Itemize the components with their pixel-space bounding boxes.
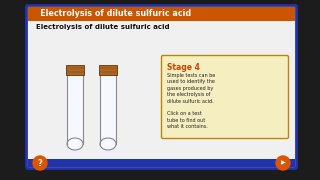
Bar <box>100 75 116 144</box>
Text: ▶: ▶ <box>281 161 285 165</box>
Bar <box>67 75 83 144</box>
Bar <box>295 0 320 180</box>
FancyBboxPatch shape <box>162 55 289 138</box>
FancyBboxPatch shape <box>27 6 297 168</box>
Bar <box>0 167 320 180</box>
Text: Stage 4: Stage 4 <box>167 63 200 72</box>
Text: Electrolysis of dilute sulfuric acid: Electrolysis of dilute sulfuric acid <box>36 24 170 30</box>
Bar <box>99 65 117 75</box>
Bar <box>28 159 295 167</box>
Ellipse shape <box>67 138 83 150</box>
Circle shape <box>33 156 47 170</box>
Text: Electrolysis of dilute sulfuric acid: Electrolysis of dilute sulfuric acid <box>32 10 191 19</box>
Circle shape <box>276 156 290 170</box>
Bar <box>66 65 84 75</box>
Text: ?: ? <box>38 159 42 168</box>
Bar <box>0 0 28 180</box>
Bar <box>28 7 295 21</box>
Ellipse shape <box>100 138 116 150</box>
Text: Simple tests can be
used to identify the
gases produced by
the electrolysis of
d: Simple tests can be used to identify the… <box>167 73 215 129</box>
